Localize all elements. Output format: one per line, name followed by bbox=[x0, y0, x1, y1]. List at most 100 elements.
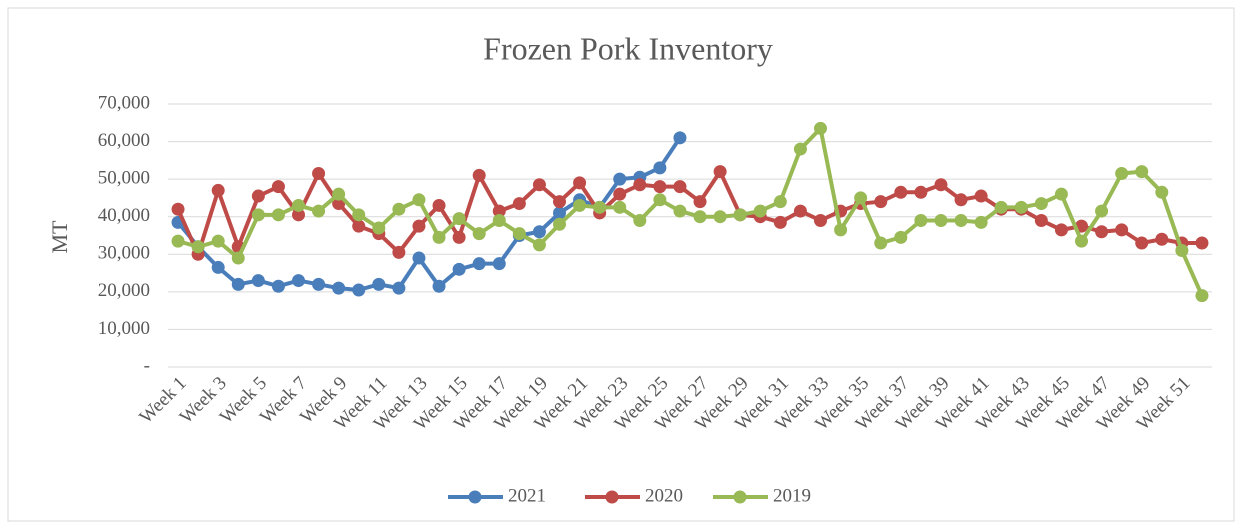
y-tick-label: 20,000 bbox=[98, 280, 150, 301]
data-point bbox=[553, 195, 566, 209]
data-point bbox=[372, 277, 386, 291]
data-point bbox=[231, 277, 245, 291]
data-point bbox=[492, 257, 506, 271]
data-point bbox=[472, 257, 486, 271]
data-point bbox=[573, 176, 587, 190]
data-point bbox=[492, 213, 506, 227]
data-point bbox=[432, 230, 446, 244]
data-point bbox=[352, 283, 366, 297]
data-point bbox=[874, 236, 888, 250]
data-point bbox=[432, 279, 446, 293]
legend-label: 2019 bbox=[773, 485, 811, 506]
data-point bbox=[1014, 200, 1028, 214]
data-point bbox=[633, 213, 647, 227]
data-point bbox=[1054, 187, 1068, 201]
data-point bbox=[412, 193, 426, 207]
series-line bbox=[176, 169, 1202, 257]
data-point bbox=[1095, 225, 1109, 239]
data-point bbox=[532, 238, 546, 252]
data-point bbox=[894, 185, 908, 199]
data-point bbox=[914, 213, 928, 227]
data-point bbox=[392, 281, 406, 295]
chart-border bbox=[7, 7, 1235, 522]
data-point bbox=[793, 142, 807, 156]
data-point bbox=[292, 208, 305, 222]
data-point bbox=[573, 198, 587, 212]
data-point bbox=[1054, 223, 1068, 237]
y-tick-label: 60,000 bbox=[98, 130, 150, 151]
y-tick-label: - bbox=[144, 355, 150, 376]
data-point bbox=[211, 234, 225, 248]
data-point bbox=[653, 180, 667, 194]
data-point bbox=[1135, 165, 1149, 179]
data-point bbox=[894, 230, 908, 244]
data-point bbox=[271, 180, 285, 194]
data-point bbox=[492, 204, 506, 218]
data-point bbox=[613, 187, 627, 201]
data-point bbox=[432, 198, 446, 212]
data-point bbox=[452, 262, 466, 276]
data-point bbox=[974, 189, 988, 203]
data-point bbox=[312, 277, 326, 291]
data-point bbox=[532, 178, 546, 192]
data-point bbox=[1195, 289, 1209, 303]
data-point bbox=[934, 213, 948, 227]
legend-marker bbox=[605, 490, 619, 504]
data-point bbox=[312, 204, 326, 218]
series-line bbox=[177, 126, 1204, 297]
data-point bbox=[211, 183, 225, 197]
data-point bbox=[814, 213, 827, 227]
data-point bbox=[231, 251, 245, 265]
data-point bbox=[1155, 185, 1169, 199]
legend-label: 2021 bbox=[508, 485, 546, 506]
data-point bbox=[874, 195, 888, 209]
data-point bbox=[1195, 236, 1209, 250]
data-point bbox=[271, 208, 285, 222]
legend-marker bbox=[468, 490, 482, 504]
data-point bbox=[994, 200, 1008, 214]
data-point bbox=[312, 167, 326, 181]
data-point bbox=[532, 225, 546, 239]
data-point bbox=[452, 230, 466, 244]
data-point bbox=[1095, 204, 1109, 218]
data-point bbox=[954, 213, 968, 227]
data-point bbox=[171, 234, 185, 248]
legend-label: 2020 bbox=[645, 485, 683, 506]
data-point bbox=[1034, 197, 1048, 211]
data-point bbox=[954, 193, 968, 207]
data-point bbox=[191, 240, 205, 254]
data-point bbox=[753, 204, 767, 218]
data-point bbox=[512, 197, 526, 211]
data-point bbox=[292, 274, 305, 288]
data-point bbox=[693, 195, 707, 209]
data-point bbox=[854, 191, 868, 205]
data-point bbox=[814, 121, 827, 135]
data-point bbox=[653, 193, 667, 207]
data-point bbox=[412, 251, 426, 265]
data-point bbox=[1155, 232, 1169, 246]
data-point bbox=[1115, 167, 1129, 181]
legend-marker bbox=[733, 490, 747, 504]
data-point bbox=[512, 227, 526, 241]
data-point bbox=[251, 274, 265, 288]
data-point bbox=[613, 172, 627, 186]
data-point bbox=[653, 161, 667, 175]
data-point bbox=[472, 168, 486, 182]
data-point bbox=[332, 187, 346, 201]
data-point bbox=[271, 279, 285, 293]
data-point bbox=[171, 202, 185, 216]
data-point bbox=[553, 217, 566, 231]
data-point bbox=[713, 210, 727, 224]
y-tick-label: 50,000 bbox=[98, 168, 150, 189]
data-point bbox=[693, 210, 707, 224]
data-point bbox=[934, 178, 948, 192]
data-point bbox=[392, 245, 406, 259]
y-tick-label: 40,000 bbox=[98, 205, 150, 226]
data-point bbox=[834, 223, 848, 237]
data-point bbox=[773, 215, 787, 229]
data-point bbox=[1115, 223, 1129, 237]
data-point bbox=[352, 208, 366, 222]
data-point bbox=[713, 165, 727, 179]
data-point bbox=[1034, 213, 1048, 227]
